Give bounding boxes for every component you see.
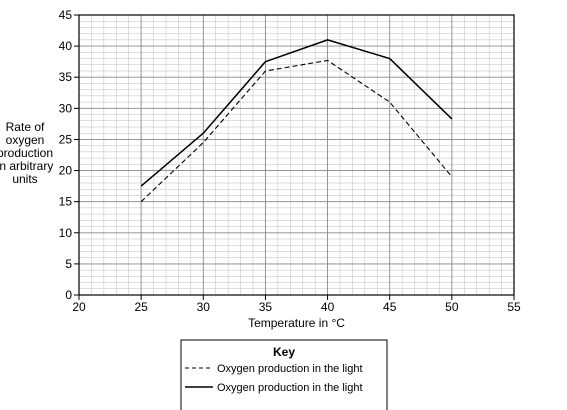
y-tick-label: 35 (59, 70, 73, 84)
x-tick-label: 20 (72, 300, 86, 314)
y-tick-label: 40 (59, 39, 73, 53)
x-tick-label: 35 (259, 300, 273, 314)
y-axis-title-line: oxygen (6, 133, 45, 147)
y-axis-title-line: Rate of (6, 120, 45, 134)
legend-label: Oxygen production in the light (217, 363, 363, 375)
legend-title: Key (273, 345, 295, 359)
legend-box (180, 339, 388, 410)
major-gridlines (78, 14, 515, 296)
minor-gridlines (78, 14, 515, 296)
y-axis-tick-labels: 0 5 10 15 20 25 30 35 40 45 (59, 8, 73, 302)
y-tick-label: 0 (65, 288, 72, 302)
y-tick-label: 25 (59, 132, 73, 146)
y-tick-label: 15 (59, 195, 73, 209)
x-tick-label: 40 (321, 300, 335, 314)
series-lines (140, 39, 453, 203)
x-tick-label: 45 (383, 300, 397, 314)
x-tick-label: 25 (134, 300, 148, 314)
y-tick-label: 30 (59, 101, 73, 115)
y-axis-title: Rate of oxygen production in arbitrary units (0, 120, 53, 186)
x-tick-label: 30 (197, 300, 211, 314)
y-axis-title-line: production (0, 146, 53, 160)
plot-frame (78, 14, 515, 296)
y-axis-title-line: units (12, 172, 37, 186)
legend-items: Oxygen production in the light Oxygen pro… (185, 363, 363, 394)
legend: Key Oxygen production in the lightOxygen… (180, 339, 388, 410)
x-tick-label: 55 (507, 300, 521, 314)
y-tick-label: 5 (65, 257, 72, 271)
series-line-solid (140, 39, 453, 187)
x-axis-title: Temperature in °C (248, 316, 345, 330)
y-axis-title-line: in arbitrary (0, 159, 53, 173)
legend-label: Oxygen production in the light (217, 382, 363, 394)
x-axis-tick-labels: 20 25 30 35 40 45 50 55 (72, 300, 521, 314)
x-tick-label: 50 (445, 300, 459, 314)
series-line-dashed (140, 59, 453, 203)
y-tick-label: 45 (59, 8, 73, 22)
y-tick-label: 10 (59, 226, 73, 240)
tick-marks (74, 14, 515, 300)
y-tick-label: 20 (59, 164, 73, 178)
